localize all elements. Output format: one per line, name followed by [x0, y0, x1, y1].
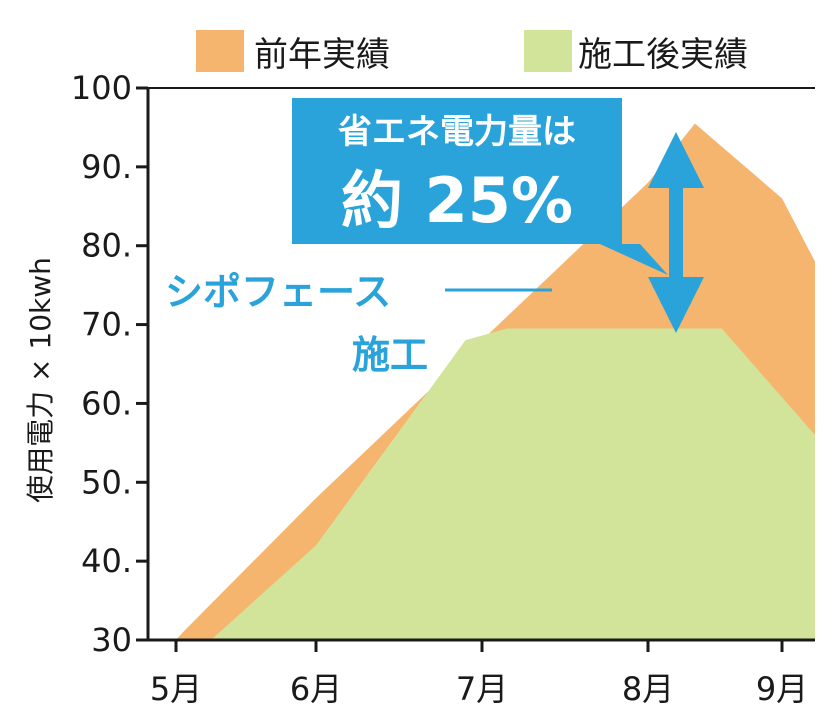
y-tick-label: 30	[91, 621, 132, 659]
y-tick-label: 90.	[81, 148, 132, 186]
y-ticks: 100 90. 80. 70. 60. 50. 40. 30	[71, 69, 148, 659]
legend-label-previous-year: 前年実績	[254, 35, 390, 75]
callout: 省エネ電力量は 約 25%	[292, 98, 668, 275]
legend: 前年実績 施工後実績	[196, 30, 748, 75]
construction-label-line2: 施工	[352, 333, 428, 377]
y-tick-label: 40.	[81, 542, 132, 580]
y-axis-label: 使用電力 × 10kwh	[24, 257, 57, 503]
y-tick-label: 100	[71, 69, 132, 107]
x-tick-label: 8月	[622, 670, 674, 708]
x-tick-label: 7月	[456, 670, 508, 708]
legend-swatch-previous-year	[196, 30, 244, 72]
x-tick-label: 5月	[150, 670, 202, 708]
callout-text-line1: 省エネ電力量は	[338, 112, 576, 152]
callout-text-line2: 約 25%	[341, 164, 573, 237]
y-tick-label: 70.	[81, 306, 132, 344]
legend-label-after-construction: 施工後実績	[578, 35, 748, 75]
x-ticks: 5月 6月 7月 8月 9月	[150, 640, 808, 708]
x-tick-label: 6月	[290, 670, 342, 708]
y-tick-label: 80.	[81, 227, 132, 265]
y-tick-label: 60.	[81, 384, 132, 422]
x-tick-label: 9月	[756, 670, 808, 708]
construction-label: シポフェース 施工	[165, 270, 552, 377]
y-tick-label: 50.	[81, 463, 132, 501]
legend-swatch-after-construction	[524, 30, 572, 72]
construction-label-line1: シポフェース	[165, 270, 391, 314]
callout-box	[292, 98, 622, 244]
area-after-construction	[211, 328, 815, 640]
